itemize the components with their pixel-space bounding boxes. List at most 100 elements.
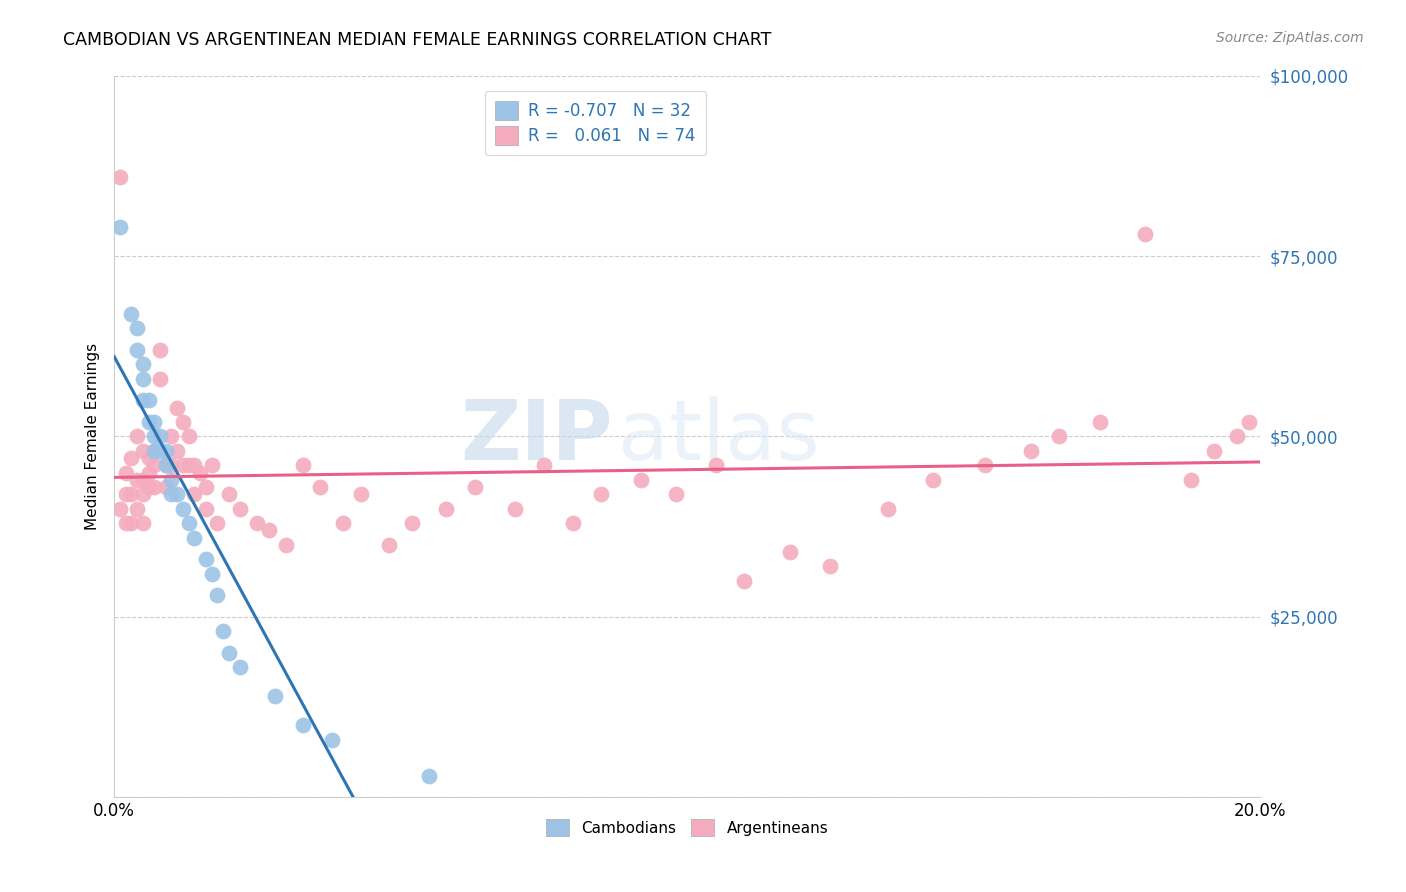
Point — [132, 516, 155, 530]
Point — [591, 487, 613, 501]
Point — [155, 480, 177, 494]
Point — [876, 501, 898, 516]
Text: CAMBODIAN VS ARGENTINEAN MEDIAN FEMALE EARNINGS CORRELATION CHART: CAMBODIAN VS ARGENTINEAN MEDIAN FEMALE E… — [63, 31, 772, 49]
Point — [212, 624, 235, 639]
Point — [114, 487, 136, 501]
Point — [149, 444, 172, 458]
Text: ZIP: ZIP — [460, 396, 613, 477]
Point — [120, 451, 142, 466]
Point — [172, 458, 194, 473]
Point — [132, 473, 155, 487]
Point — [108, 220, 131, 235]
Point — [183, 458, 205, 473]
Point — [1237, 415, 1260, 429]
Point — [194, 552, 217, 566]
Point — [218, 646, 240, 660]
Point — [1204, 444, 1226, 458]
Point — [108, 501, 131, 516]
Point — [127, 343, 149, 357]
Point — [172, 501, 194, 516]
Point — [138, 451, 160, 466]
Point — [138, 480, 160, 494]
Point — [149, 429, 172, 443]
Point — [149, 343, 172, 357]
Point — [114, 516, 136, 530]
Point — [503, 501, 526, 516]
Point — [292, 718, 315, 732]
Point — [207, 516, 229, 530]
Point — [263, 690, 285, 704]
Point — [332, 516, 354, 530]
Point — [309, 480, 332, 494]
Point — [401, 516, 423, 530]
Point — [138, 393, 160, 408]
Point — [1226, 429, 1249, 443]
Point — [974, 458, 997, 473]
Point — [292, 458, 315, 473]
Point — [138, 466, 160, 480]
Point — [166, 487, 188, 501]
Point — [1135, 227, 1157, 242]
Point — [183, 531, 205, 545]
Point — [160, 487, 183, 501]
Point — [127, 501, 149, 516]
Point — [183, 487, 205, 501]
Point — [155, 458, 177, 473]
Point — [166, 401, 188, 415]
Text: Source: ZipAtlas.com: Source: ZipAtlas.com — [1216, 31, 1364, 45]
Point — [132, 393, 155, 408]
Point — [229, 660, 252, 674]
Point — [779, 545, 801, 559]
Point — [1180, 473, 1202, 487]
Point — [177, 516, 200, 530]
Point — [194, 480, 217, 494]
Point — [177, 429, 200, 443]
Point — [436, 501, 458, 516]
Point — [246, 516, 269, 530]
Y-axis label: Median Female Earnings: Median Female Earnings — [86, 343, 100, 530]
Point — [533, 458, 555, 473]
Point — [132, 357, 155, 371]
Point — [321, 732, 343, 747]
Point — [218, 487, 240, 501]
Point — [138, 415, 160, 429]
Point — [733, 574, 755, 588]
Point — [120, 516, 142, 530]
Point — [1049, 429, 1071, 443]
Point — [127, 429, 149, 443]
Legend: Cambodians, Argentineans: Cambodians, Argentineans — [538, 811, 837, 844]
Point — [665, 487, 688, 501]
Point — [229, 501, 252, 516]
Point — [132, 444, 155, 458]
Point — [149, 372, 172, 386]
Point — [155, 458, 177, 473]
Point — [561, 516, 583, 530]
Point — [108, 169, 131, 184]
Point — [704, 458, 727, 473]
Point — [349, 487, 371, 501]
Point — [143, 444, 166, 458]
Point — [127, 321, 149, 335]
Point — [132, 487, 155, 501]
Point — [418, 769, 440, 783]
Point — [160, 473, 183, 487]
Point — [194, 501, 217, 516]
Point — [143, 458, 166, 473]
Point — [274, 538, 297, 552]
Point — [114, 466, 136, 480]
Point — [1088, 415, 1111, 429]
Point — [1019, 444, 1042, 458]
Point — [127, 473, 149, 487]
Point — [120, 487, 142, 501]
Point — [160, 458, 183, 473]
Point — [257, 524, 280, 538]
Point — [143, 480, 166, 494]
Point — [188, 466, 211, 480]
Point — [160, 429, 183, 443]
Point — [200, 458, 222, 473]
Point — [464, 480, 486, 494]
Point — [172, 415, 194, 429]
Point — [120, 307, 142, 321]
Point — [143, 415, 166, 429]
Point — [177, 458, 200, 473]
